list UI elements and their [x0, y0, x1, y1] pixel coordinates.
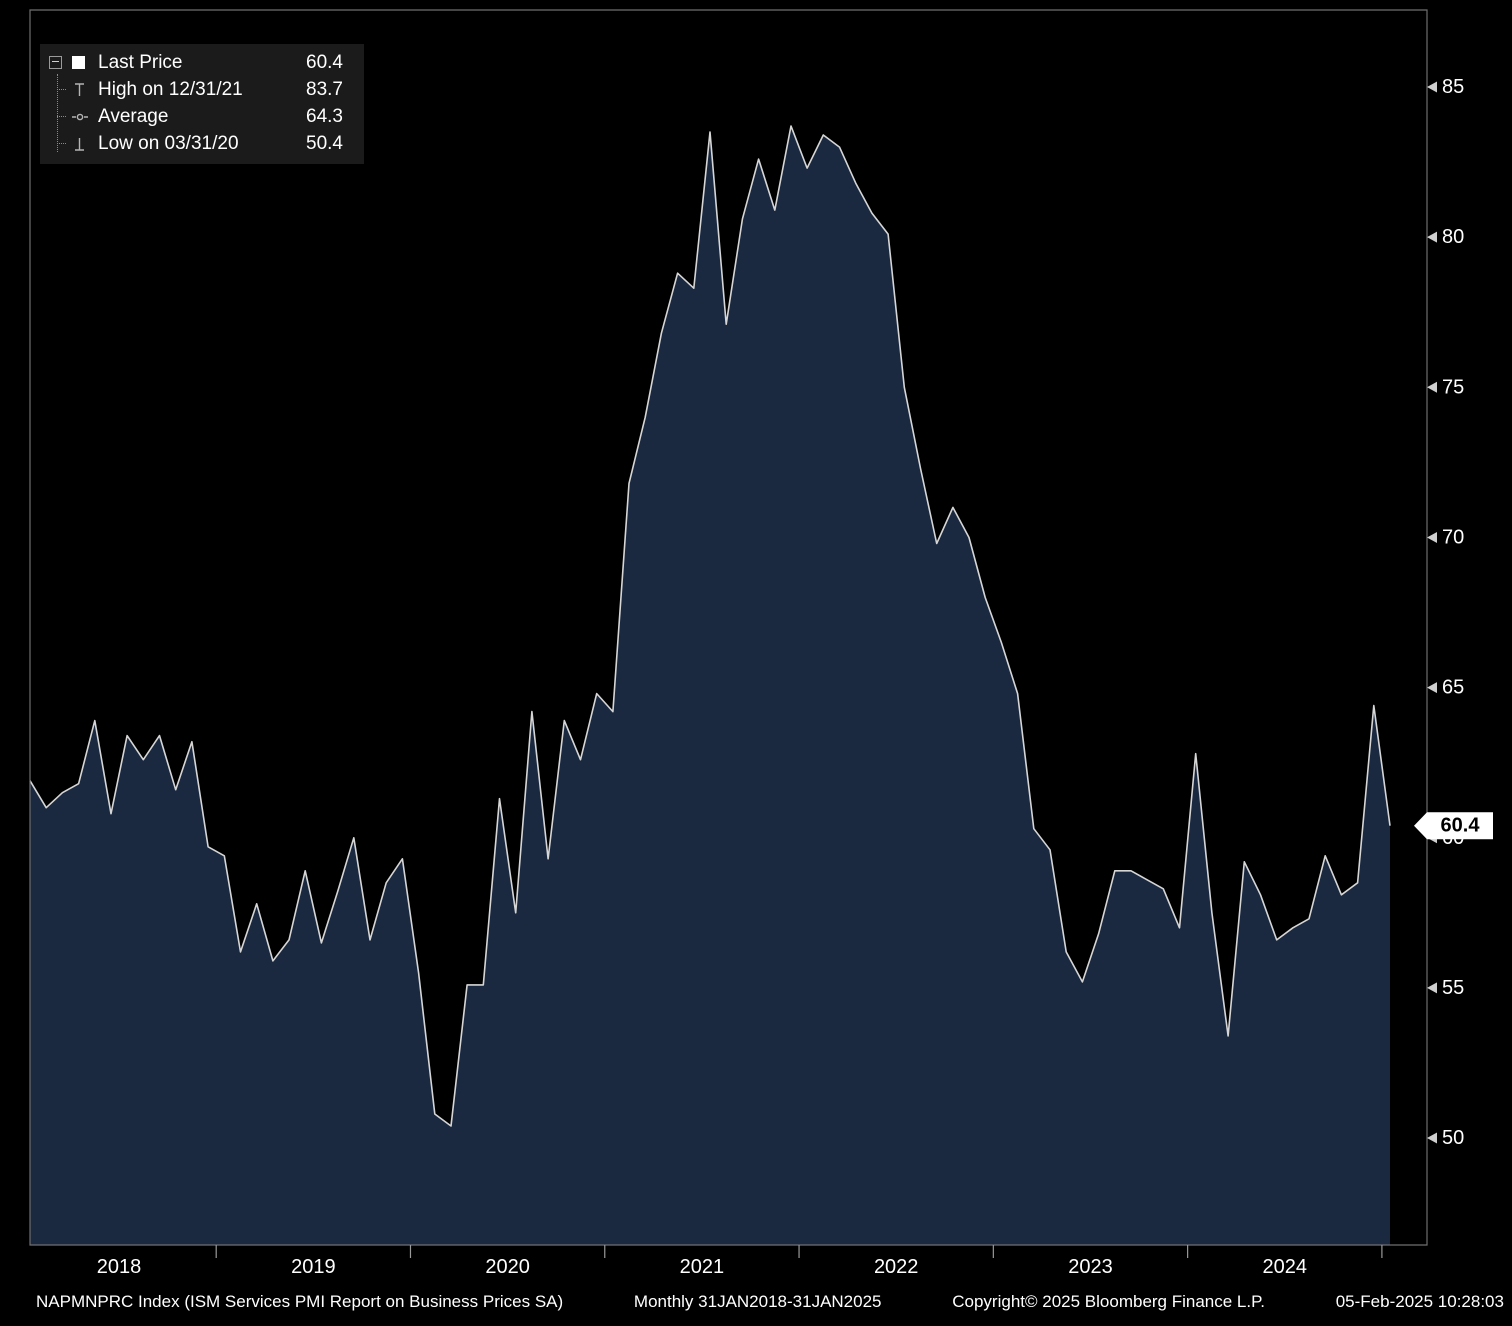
legend-value: 64.3	[306, 106, 343, 127]
copyright-text: Copyright© 2025 Bloomberg Finance L.P.	[952, 1292, 1265, 1311]
last-price-swatch-icon	[72, 56, 98, 69]
legend-row-last-price[interactable]: Last Price 60.4	[48, 49, 354, 76]
security-description: NAPMNPRC Index (ISM Services PMI Report …	[36, 1292, 564, 1311]
legend-value: 60.4	[306, 52, 343, 73]
svg-text:60.4: 60.4	[1441, 815, 1481, 837]
y-axis: 5055606570758085	[1427, 76, 1464, 1149]
legend-collapse-icon[interactable]	[48, 49, 72, 76]
timestamp: 05-Feb-2025 10:28:03	[1335, 1292, 1504, 1311]
svg-text:70: 70	[1442, 526, 1464, 548]
last-price-tag: 60.4	[1414, 812, 1493, 840]
legend-value: 50.4	[306, 133, 343, 154]
tree-branch-end	[48, 130, 72, 157]
svg-text:2019: 2019	[291, 1256, 336, 1278]
svg-text:2022: 2022	[874, 1256, 919, 1278]
legend-row-high[interactable]: High on 12/31/21 83.7	[48, 76, 354, 103]
legend-label: Average	[98, 106, 169, 127]
legend-label: Low on 03/31/20	[98, 133, 239, 154]
svg-text:2024: 2024	[1263, 1256, 1308, 1278]
svg-text:75: 75	[1442, 376, 1464, 398]
average-marker-icon	[72, 109, 98, 125]
chart-area-fill	[30, 126, 1390, 1245]
svg-text:65: 65	[1442, 677, 1464, 699]
svg-text:2021: 2021	[680, 1256, 725, 1278]
chart-price-line	[29, 125, 1391, 1127]
svg-text:80: 80	[1442, 226, 1464, 248]
legend-value: 83.7	[306, 79, 343, 100]
svg-text:2018: 2018	[97, 1256, 142, 1278]
svg-text:2023: 2023	[1068, 1256, 1113, 1278]
status-bar: NAPMNPRC Index (ISM Services PMI Report …	[36, 1292, 1504, 1312]
tree-branch	[48, 103, 72, 130]
svg-text:85: 85	[1442, 76, 1464, 98]
low-marker-icon	[72, 136, 98, 152]
chart-legend: Last Price 60.4 High on 12/31/21 83.7 Av…	[40, 44, 364, 164]
legend-label: Last Price	[98, 52, 183, 73]
high-marker-icon	[72, 82, 98, 98]
plot-frame	[29, 9, 1428, 1246]
svg-text:2020: 2020	[485, 1256, 530, 1278]
svg-text:50: 50	[1442, 1127, 1464, 1149]
frequency-range: Monthly 31JAN2018-31JAN2025	[633, 1292, 882, 1311]
legend-label: High on 12/31/21	[98, 79, 243, 100]
legend-row-average[interactable]: Average 64.3	[48, 103, 354, 130]
legend-row-low[interactable]: Low on 03/31/20 50.4	[48, 130, 354, 157]
tree-branch	[48, 76, 72, 103]
x-axis: 2018 2019 2020 2021 2022 2023 2024	[97, 1245, 1383, 1278]
svg-text:55: 55	[1442, 977, 1464, 999]
